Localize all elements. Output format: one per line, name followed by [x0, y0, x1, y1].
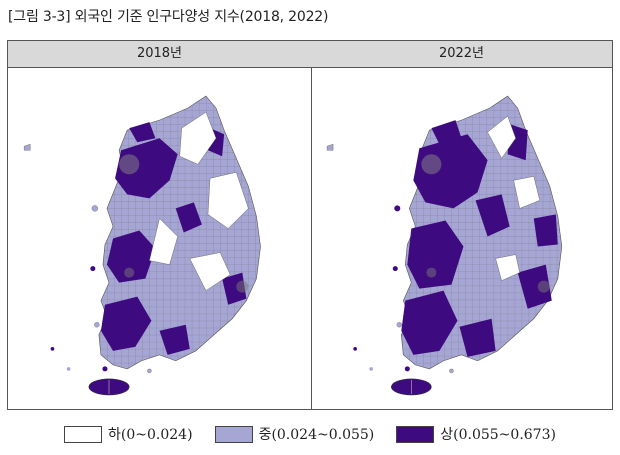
region-low	[495, 254, 520, 281]
region-high	[129, 122, 156, 143]
panel-header-2018: 2018년	[8, 41, 311, 68]
panel-header-2022: 2022년	[311, 41, 612, 68]
legend-label-high: 상(0.055~0.673)	[440, 427, 556, 443]
legend-item-high: 상(0.055~0.673)	[396, 424, 556, 444]
map-frame: 2018년	[7, 40, 613, 410]
region-low	[487, 115, 516, 159]
legend-swatch-high	[396, 425, 435, 443]
region-high	[475, 194, 510, 237]
region-high	[401, 290, 458, 355]
map-2022	[311, 68, 612, 409]
region-high	[431, 120, 462, 145]
figure-title: [그림 3-3] 외국인 기준 인구다양성 지수(2018, 2022)	[8, 9, 329, 25]
region-high	[407, 220, 464, 289]
region-high	[159, 324, 190, 355]
region-low	[149, 218, 178, 265]
region-high	[517, 264, 552, 309]
legend-label-mid: 중(0.024~0.055)	[258, 427, 375, 443]
korea-map-2018	[23, 95, 261, 396]
region-high	[100, 296, 152, 351]
korea-map-2022	[326, 95, 563, 396]
region-high	[115, 138, 178, 199]
legend-label-low: 하(0~0.024)	[108, 427, 193, 443]
panel-2022: 2022년	[311, 41, 612, 409]
region-low	[179, 111, 217, 165]
legend: 하(0~0.024) 중(0.024~0.055) 상(0.055~0.673)	[0, 420, 620, 448]
legend-item-mid: 중(0.024~0.055)	[214, 424, 375, 444]
legend-item-low: 하(0~0.024)	[64, 424, 193, 444]
region-high	[413, 134, 488, 209]
region-high	[459, 318, 496, 357]
region-low	[189, 252, 231, 291]
legend-swatch-low	[64, 425, 103, 443]
map-2018	[8, 68, 311, 409]
region-high	[533, 214, 558, 247]
region-high	[175, 202, 202, 233]
panel-2018: 2018년	[8, 41, 312, 409]
legend-swatch-mid	[214, 425, 253, 443]
region-low	[207, 172, 249, 229]
region-high	[106, 230, 156, 283]
region-low	[513, 176, 540, 209]
region-high	[222, 272, 247, 305]
